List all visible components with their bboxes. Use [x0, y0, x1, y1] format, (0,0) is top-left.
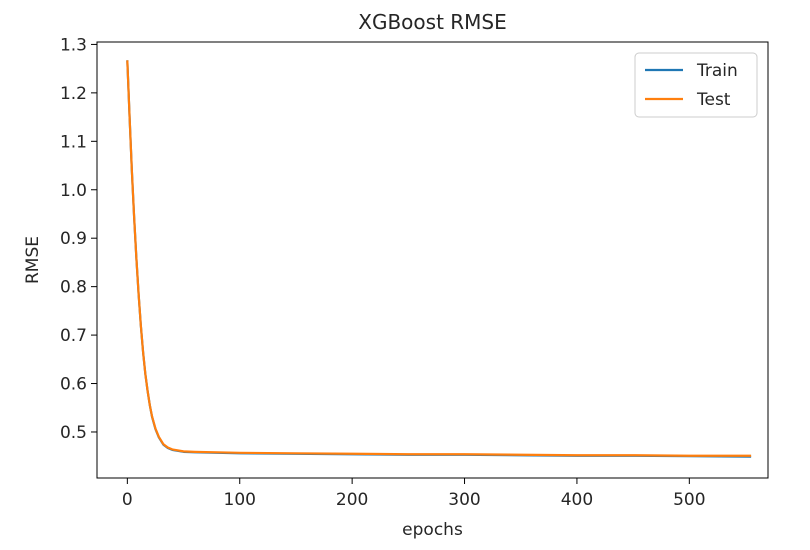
- y-tick-label: 1.3: [60, 35, 87, 55]
- x-tick-label: 300: [448, 490, 480, 510]
- series-line-test: [126, 60, 752, 457]
- x-tick-label: 100: [224, 490, 256, 510]
- y-tick-label: 0.5: [60, 423, 87, 443]
- y-tick-label: 0.9: [60, 229, 87, 249]
- x-tick-label: 0: [122, 490, 133, 510]
- legend: Train Test: [634, 52, 758, 118]
- x-tick-label: 500: [673, 490, 705, 510]
- y-tick-label: 1.2: [60, 84, 87, 104]
- y-tick-label: 1.0: [60, 181, 87, 201]
- x-tick-label: 200: [336, 490, 368, 510]
- legend-label-train: Train: [696, 61, 738, 81]
- x-axis-label: epochs: [402, 520, 463, 540]
- chart-title: XGBoost RMSE: [358, 10, 507, 34]
- series-line-train: [126, 60, 752, 458]
- y-tick-label: 0.7: [60, 326, 87, 346]
- plot-area: [126, 60, 752, 458]
- axes-frame: [96, 41, 769, 479]
- y-tick-label: 0.6: [60, 375, 87, 395]
- y-tick-label: 1.1: [60, 132, 87, 152]
- x-axis: 0 100 200 300 400 500: [122, 478, 706, 510]
- y-tick-label: 0.8: [60, 278, 87, 298]
- y-axis: 0.5 0.6 0.7 0.8 0.9 1.0 1.1 1.2 1.3: [60, 35, 97, 443]
- y-axis-label: RMSE: [23, 236, 43, 284]
- legend-label-test: Test: [696, 90, 731, 110]
- legend-box: [634, 52, 758, 118]
- x-tick-label: 400: [561, 490, 593, 510]
